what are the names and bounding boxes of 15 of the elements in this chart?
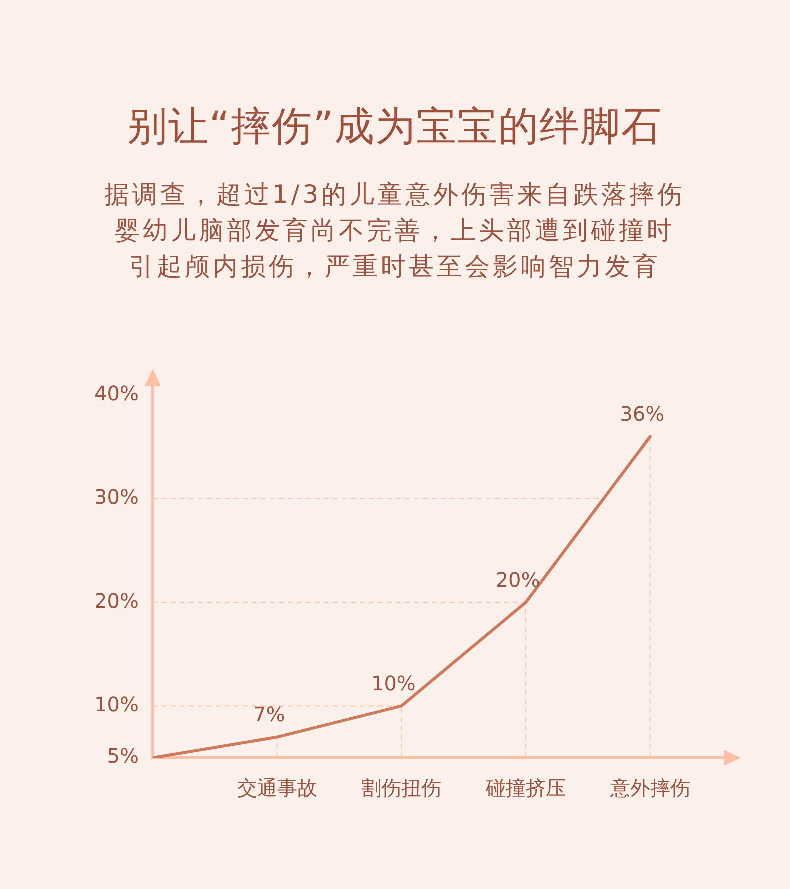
- chart-title: 别让“摔伤”成为宝宝的绊脚石: [126, 103, 664, 152]
- y-tick-label: 10%: [94, 692, 139, 716]
- chart-subtitle: 据调查，超过1/3的儿童意外伤害来自跌落摔伤婴幼儿脑部发育尚不完善，上头部遭到碰撞时引起颅内损伤，严重时甚至会影响智力发育: [103, 179, 687, 283]
- data-label: 36%: [620, 402, 665, 426]
- data-label: 20%: [496, 568, 540, 592]
- y-tick-label: 20%: [94, 588, 139, 613]
- x-tick-label: 意外摔伤: [609, 776, 690, 800]
- data-label: 10%: [371, 671, 416, 696]
- y-tick-label: 40%: [94, 382, 139, 406]
- x-tick-label: 割伤扭伤: [362, 776, 442, 800]
- x-tick-label: 交通事故: [237, 776, 318, 800]
- y-tick-label: 5%: [107, 744, 139, 768]
- y-tick-label: 30%: [94, 485, 139, 510]
- x-tick-label: 碰撞挤压: [485, 776, 566, 800]
- data-label: 7%: [253, 702, 286, 726]
